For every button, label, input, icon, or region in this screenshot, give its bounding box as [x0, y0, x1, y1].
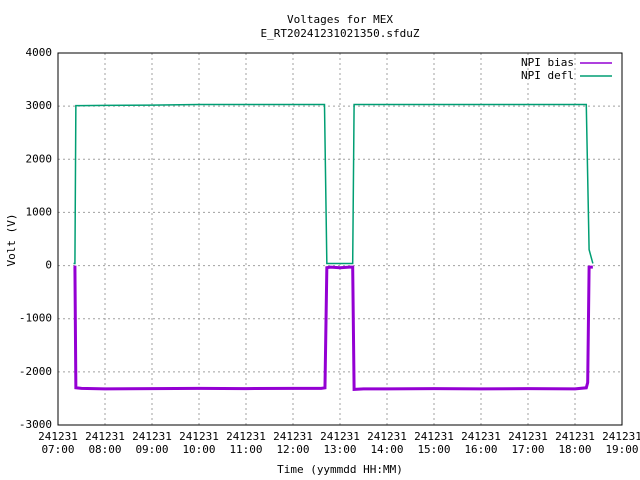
x-tick-label: 241231 17:00 — [508, 430, 548, 456]
chart-subtitle: E_RT20241231021350.sfduZ — [261, 27, 420, 40]
x-tick-label: 241231 09:00 — [132, 430, 172, 456]
x-tick-label: 241231 11:00 — [226, 430, 266, 456]
x-tick-label: 241231 08:00 — [85, 430, 125, 456]
legend-label: NPI defl — [521, 69, 574, 82]
data-line — [73, 265, 593, 391]
y-tick-label: -1000 — [19, 312, 52, 325]
x-tick-label: 241231 13:00 — [320, 430, 360, 456]
x-tick-label: 241231 10:00 — [179, 430, 219, 456]
y-tick-label: 2000 — [26, 152, 53, 165]
y-tick-label: 0 — [45, 259, 52, 272]
x-tick-label: 241231 12:00 — [273, 430, 313, 456]
x-tick-label: 241231 16:00 — [461, 430, 501, 456]
x-tick-label: 241231 18:00 — [555, 430, 595, 456]
y-axis-label: Volt (V) — [5, 214, 18, 267]
y-tick-label: 4000 — [26, 46, 53, 59]
data-line — [73, 103, 594, 265]
plot-frame — [57, 52, 623, 426]
y-tick-label: 3000 — [26, 99, 53, 112]
x-axis-label: Time (yymmdd HH:MM) — [277, 463, 403, 476]
y-tick-label: -3000 — [19, 418, 52, 431]
x-tick-label: 241231 07:00 — [38, 430, 78, 456]
legend-label: NPI bias — [521, 56, 574, 69]
chart-title: Voltages for MEX — [287, 13, 393, 26]
y-tick-label: 1000 — [26, 205, 53, 218]
y-tick-label: -2000 — [19, 365, 52, 378]
x-tick-label: 241231 19:00 — [602, 430, 640, 456]
x-tick-label: 241231 15:00 — [414, 430, 454, 456]
x-tick-label: 241231 14:00 — [367, 430, 407, 456]
